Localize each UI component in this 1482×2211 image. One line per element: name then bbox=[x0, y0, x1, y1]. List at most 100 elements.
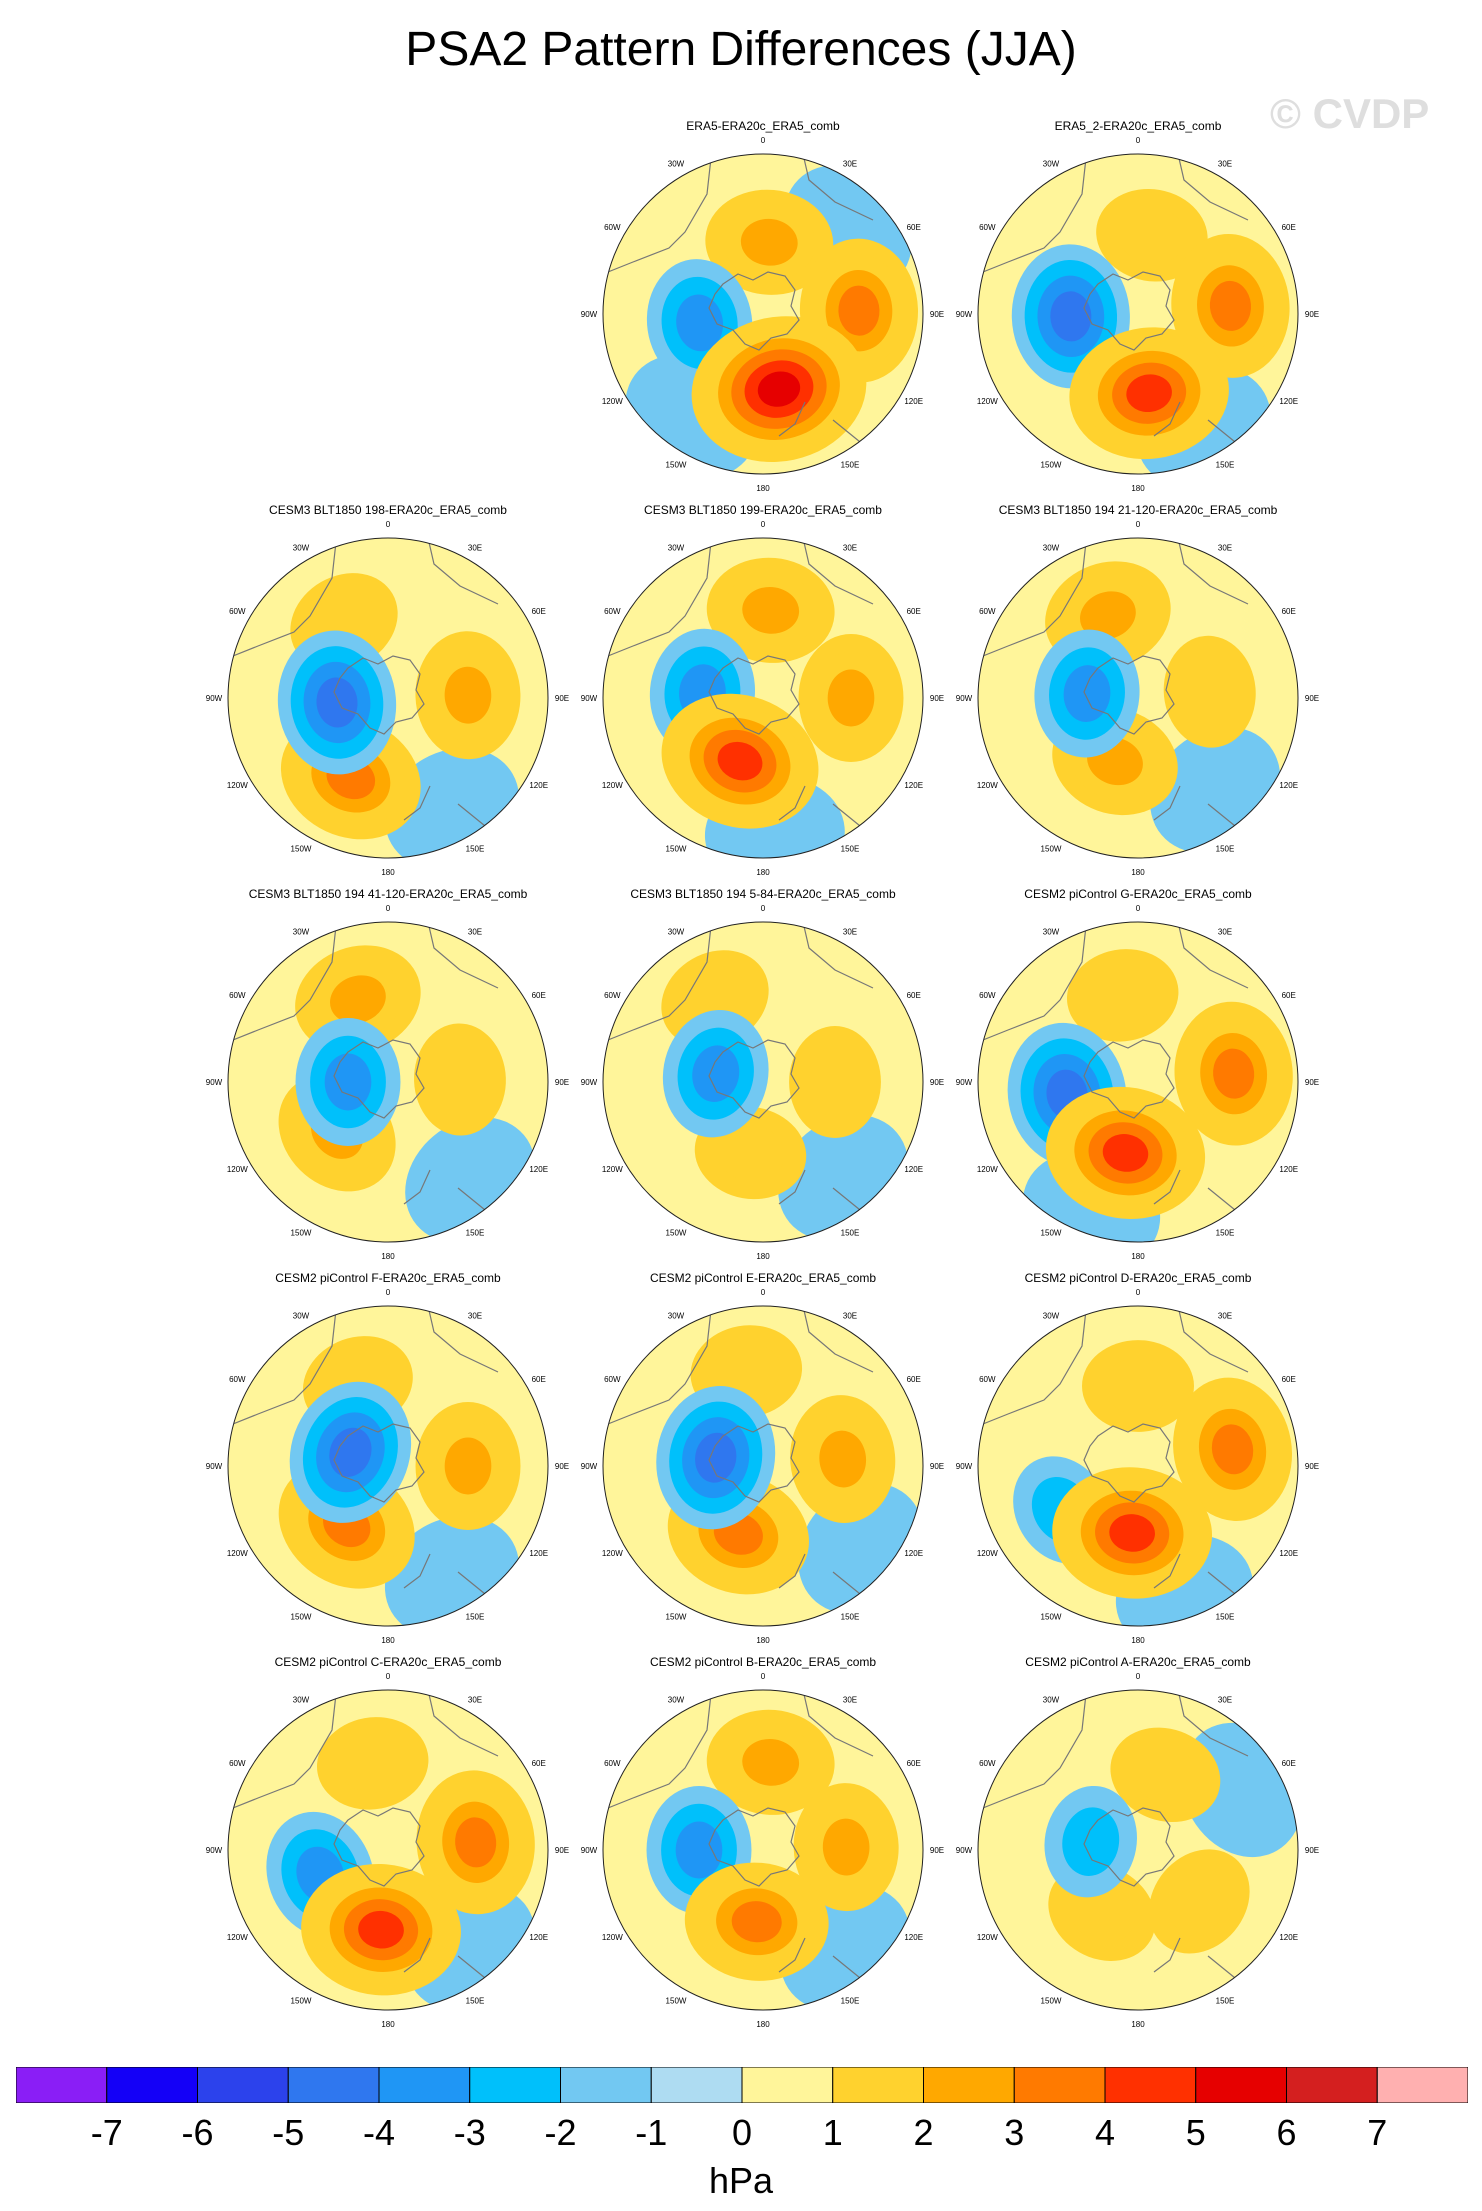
panel-title: CESM3 BLT1850 194 41-120-ERA20c_ERA5_com… bbox=[249, 887, 528, 901]
antarctica-coastline bbox=[708, 1423, 800, 1503]
longitude-label: 60W bbox=[604, 1759, 621, 1768]
africa-coastline bbox=[802, 1690, 874, 1757]
map-panel: CESM3 BLT1850 198-ERA20c_ERA5_comb 0 30E 60… bbox=[198, 503, 578, 888]
longitude-label: 180 bbox=[756, 484, 770, 493]
longitude-label: 30W bbox=[293, 927, 310, 936]
longitude-label: 60E bbox=[1282, 991, 1296, 1000]
colorbar-tick-label: 2 bbox=[913, 2112, 934, 2153]
longitude-label: 120W bbox=[602, 1165, 623, 1174]
colorbar-swatch bbox=[287, 2067, 380, 2103]
panel-title: CESM2 piControl C-ERA20c_ERA5_comb bbox=[275, 1655, 502, 1669]
contour-fill bbox=[742, 586, 800, 634]
longitude-label: 120E bbox=[904, 1549, 923, 1558]
longitude-label: 30E bbox=[1218, 1311, 1232, 1320]
map-panel: CESM3 BLT1850 194 41-120-ERA20c_ERA5_com… bbox=[198, 887, 578, 1272]
longitude-label: 90E bbox=[555, 1846, 569, 1855]
map-border bbox=[602, 537, 924, 859]
longitude-label: 90W bbox=[581, 310, 598, 319]
map-panel: CESM3 BLT1850 194 5-84-ERA20c_ERA5_comb 0… bbox=[573, 887, 953, 1272]
contour-fill bbox=[1168, 1869, 1231, 1934]
africa-coastline bbox=[427, 1306, 499, 1373]
longitude-label: 120W bbox=[602, 1549, 623, 1558]
longitude-label: 120E bbox=[1279, 397, 1298, 406]
africa-coastline bbox=[802, 538, 874, 605]
africa-coastline bbox=[802, 1306, 874, 1373]
contour-fill bbox=[324, 1053, 372, 1111]
longitude-label: 180 bbox=[381, 2020, 395, 2029]
africa-coastline bbox=[802, 922, 874, 989]
longitude-label: 150W bbox=[666, 845, 687, 854]
longitude-label: 30W bbox=[293, 1311, 310, 1320]
contour-fill bbox=[1117, 206, 1187, 264]
map-panel: CESM2 piControl E-ERA20c_ERA5_comb 0 30E 60… bbox=[573, 1271, 953, 1656]
longitude-label: 90W bbox=[956, 1846, 973, 1855]
south-america-coastline bbox=[228, 1309, 337, 1427]
contour-fill bbox=[822, 1818, 870, 1876]
longitude-label: 180 bbox=[381, 868, 395, 877]
contour-fill bbox=[1109, 1514, 1155, 1552]
contour-fill bbox=[1050, 291, 1092, 342]
africa-coastline bbox=[1177, 1306, 1249, 1373]
panel-title: ERA5_2-ERA20c_ERA5_comb bbox=[1055, 119, 1222, 133]
contour-fill bbox=[819, 1430, 867, 1488]
panel-title: CESM2 piControl D-ERA20c_ERA5_comb bbox=[1025, 1271, 1252, 1285]
longitude-label: 180 bbox=[756, 1252, 770, 1261]
colorbar-swatch bbox=[832, 2067, 924, 2103]
longitude-label: 150E bbox=[841, 1613, 860, 1622]
colorbar-tick-label: -7 bbox=[90, 2112, 123, 2153]
africa-coastline bbox=[427, 538, 499, 605]
longitude-label: 180 bbox=[381, 1252, 395, 1261]
longitude-label: 30E bbox=[1218, 1695, 1232, 1704]
longitude-label: 180 bbox=[1131, 1252, 1145, 1261]
longitude-label: 60W bbox=[604, 991, 621, 1000]
longitude-label: 120W bbox=[227, 1165, 248, 1174]
longitude-label: 30E bbox=[843, 543, 857, 552]
longitude-label: 60E bbox=[1282, 607, 1296, 616]
longitude-label: 120W bbox=[977, 1165, 998, 1174]
longitude-label: 30E bbox=[468, 543, 482, 552]
longitude-label: 0 bbox=[386, 904, 391, 913]
longitude-label: 60W bbox=[604, 607, 621, 616]
south-america-coastline bbox=[603, 541, 712, 659]
map-panel: CESM3 BLT1850 199-ERA20c_ERA5_comb 0 30E 60… bbox=[573, 503, 953, 888]
longitude-label: 120W bbox=[977, 397, 998, 406]
longitude-label: 30W bbox=[293, 543, 310, 552]
longitude-label: 150W bbox=[291, 1997, 312, 2006]
colorbar-swatch bbox=[469, 2067, 561, 2103]
contour-fill bbox=[316, 677, 358, 728]
longitude-label: 60W bbox=[229, 991, 246, 1000]
antarctica-coastline bbox=[708, 1807, 800, 1887]
colorbar-tick-label: -4 bbox=[362, 2112, 395, 2153]
longitude-label: 150W bbox=[291, 845, 312, 854]
longitude-label: 60W bbox=[229, 1375, 246, 1384]
contour-fill bbox=[338, 1734, 408, 1792]
colorbar-tick-label: -3 bbox=[453, 2112, 486, 2153]
contour-fill bbox=[1131, 1745, 1200, 1804]
contour-fill bbox=[1181, 657, 1239, 727]
antarctica-coastline bbox=[333, 1423, 425, 1503]
contour-fill bbox=[1103, 1357, 1173, 1415]
longitude-label: 30E bbox=[843, 1311, 857, 1320]
colorbar-swatch bbox=[16, 2067, 108, 2103]
colorbar-swatch bbox=[1286, 2067, 1378, 2103]
longitude-label: 90W bbox=[206, 1846, 223, 1855]
panel-title: CESM2 piControl F-ERA20c_ERA5_comb bbox=[275, 1271, 501, 1285]
contour-fill bbox=[1063, 665, 1111, 722]
colorbar-swatch bbox=[1013, 2067, 1106, 2103]
longitude-label: 90E bbox=[555, 1078, 569, 1087]
longitude-label: 150E bbox=[1216, 461, 1235, 470]
colorbar-tick-label: 7 bbox=[1367, 2112, 1388, 2153]
longitude-label: 120E bbox=[904, 781, 923, 790]
longitude-label: 0 bbox=[761, 520, 766, 529]
longitude-label: 150W bbox=[291, 1229, 312, 1238]
longitude-label: 150E bbox=[1216, 1997, 1235, 2006]
colorbar-swatch bbox=[1104, 2067, 1197, 2103]
antarctica-coastline bbox=[333, 1039, 425, 1119]
longitude-label: 30W bbox=[1043, 1311, 1060, 1320]
longitude-label: 30E bbox=[468, 1311, 482, 1320]
longitude-label: 30E bbox=[468, 927, 482, 936]
longitude-label: 60E bbox=[532, 991, 546, 1000]
longitude-label: 60W bbox=[229, 607, 246, 616]
longitude-label: 60E bbox=[907, 607, 921, 616]
longitude-label: 90E bbox=[930, 1462, 944, 1471]
